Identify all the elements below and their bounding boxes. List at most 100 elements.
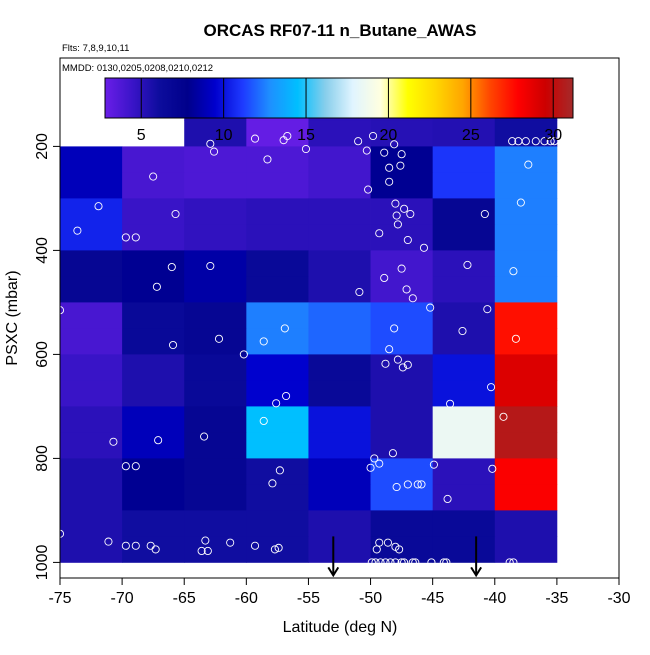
sample-point xyxy=(372,545,381,554)
y-tick-label: 400 xyxy=(34,237,51,264)
x-tick-label: -35 xyxy=(545,590,568,607)
x-axis-label: Latitude (deg N) xyxy=(283,619,398,636)
heatmap-cell xyxy=(60,172,123,199)
heatmap-cell xyxy=(122,328,185,355)
sample-point xyxy=(259,337,268,346)
heatmap-cell xyxy=(432,458,496,485)
heatmap-cell xyxy=(184,120,247,147)
heatmap-cell xyxy=(370,250,434,277)
heatmap-cell xyxy=(308,302,371,329)
sample-point xyxy=(366,463,375,472)
sample-point xyxy=(355,287,364,297)
heatmap-cell xyxy=(184,224,247,251)
flight-arrow-head xyxy=(327,566,340,578)
y-tick-label: 600 xyxy=(34,341,51,368)
heatmap-cell xyxy=(246,120,309,147)
heatmap-cell xyxy=(60,510,123,537)
sample-point xyxy=(391,558,400,567)
heatmap-cell xyxy=(246,484,309,511)
heatmap-cell xyxy=(494,328,558,355)
x-tick-label: -60 xyxy=(235,590,258,607)
sample-point xyxy=(446,399,455,408)
heatmap-cell xyxy=(60,328,123,355)
sample-point xyxy=(397,264,406,273)
heatmap-cell xyxy=(432,328,496,355)
heatmap-cell xyxy=(494,250,558,277)
y-tick-label: 1000 xyxy=(34,545,51,581)
sample-point xyxy=(214,334,224,343)
heatmap-cell xyxy=(308,276,371,303)
heatmap-cell xyxy=(60,250,123,277)
heatmap-cell xyxy=(60,146,123,173)
sample-point xyxy=(508,137,517,146)
heatmap-cell xyxy=(246,406,309,433)
sample-point xyxy=(393,220,402,229)
heatmap-cell xyxy=(494,536,558,563)
sample-point xyxy=(370,454,379,463)
heatmap-cell xyxy=(370,224,434,251)
heatmap-cell xyxy=(60,224,123,251)
heatmap-cell xyxy=(432,380,496,407)
sample-point xyxy=(403,480,412,489)
heatmap-cell xyxy=(494,302,558,329)
heatmap-cell xyxy=(308,354,371,381)
sample-point xyxy=(380,148,389,157)
sample-point xyxy=(206,261,215,271)
heatmap-cell xyxy=(60,484,123,511)
sample-point xyxy=(408,294,417,303)
sample-point xyxy=(109,437,118,446)
heatmap-cell xyxy=(246,250,309,277)
heatmap-cell xyxy=(246,510,309,537)
sample-point xyxy=(226,538,235,547)
heatmap-cell xyxy=(60,198,123,225)
heatmap-cell xyxy=(432,536,496,563)
heatmap-cell xyxy=(432,224,496,251)
axes-layer: -75 -70 -65 -60 -55 -50 -45 -40 -35 -30 200 400 600 8… xyxy=(34,57,631,607)
sample-point xyxy=(499,412,508,421)
x-tick-label: -50 xyxy=(359,590,382,607)
sample-point xyxy=(383,538,392,547)
sample-point xyxy=(390,140,399,149)
heatmap-cell xyxy=(184,458,247,485)
heatmap-cell xyxy=(122,354,185,381)
heatmap-cell xyxy=(370,120,434,147)
sample-points-layer xyxy=(55,131,559,567)
sample-point xyxy=(364,185,373,194)
heatmap-cell xyxy=(370,354,434,381)
sample-point xyxy=(395,545,404,554)
sample-point xyxy=(280,324,289,333)
sample-point xyxy=(206,139,215,148)
sample-point xyxy=(368,131,378,141)
heatmap-cell xyxy=(370,432,434,459)
heatmap-cell xyxy=(370,328,434,355)
sample-point xyxy=(524,160,533,169)
heatmap-cell xyxy=(60,406,123,433)
flights-annotation: Flts: 7,8,9,10,11 xyxy=(62,43,129,54)
heatmap-cell xyxy=(432,406,496,433)
colorbar-tick-label: 5 xyxy=(137,127,146,144)
heatmap-cell xyxy=(370,276,434,303)
heatmap-cell xyxy=(184,406,247,433)
sample-point xyxy=(427,558,436,567)
sample-point xyxy=(402,285,411,294)
sample-point xyxy=(403,360,412,369)
sample-point xyxy=(275,466,284,475)
sample-point xyxy=(408,558,417,567)
heatmap-cell xyxy=(308,328,371,355)
sample-point xyxy=(397,558,406,567)
sample-point xyxy=(550,137,559,146)
heatmap-cell xyxy=(370,172,434,199)
heatmap-cell xyxy=(246,380,309,407)
heatmap-cell xyxy=(246,302,309,329)
flight-arrow-head xyxy=(470,566,482,578)
heatmap-cell xyxy=(122,250,185,277)
heatmap-cell xyxy=(494,458,558,485)
heatmap-cell xyxy=(122,510,185,537)
heatmap-cell xyxy=(370,302,434,329)
y-axis-label: PSXC (mbar) xyxy=(4,270,21,365)
sample-point xyxy=(385,177,394,186)
sample-point xyxy=(201,536,210,545)
sample-point xyxy=(376,558,385,567)
sample-point xyxy=(121,462,130,471)
heatmap-cell xyxy=(246,328,309,355)
